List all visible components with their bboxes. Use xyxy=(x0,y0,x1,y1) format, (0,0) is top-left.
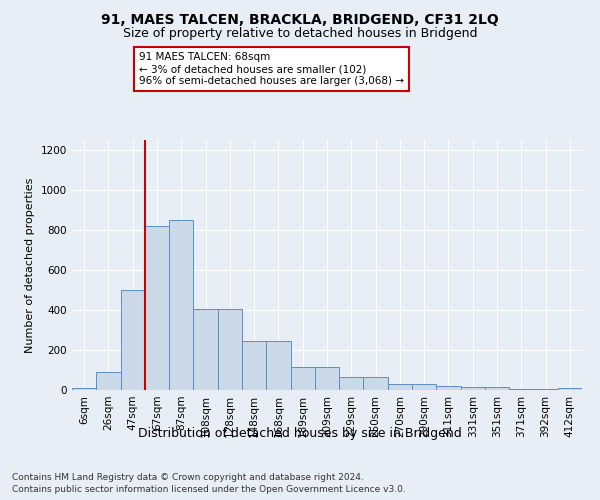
Bar xyxy=(461,387,485,390)
Bar xyxy=(121,290,145,390)
Bar xyxy=(412,384,436,390)
Bar xyxy=(436,386,461,390)
Text: 91, MAES TALCEN, BRACKLA, BRIDGEND, CF31 2LQ: 91, MAES TALCEN, BRACKLA, BRIDGEND, CF31… xyxy=(101,12,499,26)
Bar xyxy=(218,309,242,390)
Bar xyxy=(364,377,388,390)
Text: Distribution of detached houses by size in Bridgend: Distribution of detached houses by size … xyxy=(138,428,462,440)
Bar xyxy=(558,388,582,390)
Bar xyxy=(509,389,533,390)
Bar xyxy=(169,220,193,390)
Bar xyxy=(193,309,218,390)
Text: 91 MAES TALCEN: 68sqm
← 3% of detached houses are smaller (102)
96% of semi-deta: 91 MAES TALCEN: 68sqm ← 3% of detached h… xyxy=(139,52,404,86)
Bar xyxy=(315,367,339,390)
Bar xyxy=(242,341,266,390)
Text: Size of property relative to detached houses in Bridgend: Size of property relative to detached ho… xyxy=(123,28,477,40)
Bar xyxy=(72,388,96,390)
Bar xyxy=(266,341,290,390)
Text: Contains HM Land Registry data © Crown copyright and database right 2024.: Contains HM Land Registry data © Crown c… xyxy=(12,472,364,482)
Text: Contains public sector information licensed under the Open Government Licence v3: Contains public sector information licen… xyxy=(12,485,406,494)
Y-axis label: Number of detached properties: Number of detached properties xyxy=(25,178,35,352)
Bar xyxy=(290,367,315,390)
Bar xyxy=(339,377,364,390)
Bar xyxy=(485,387,509,390)
Bar xyxy=(96,372,121,390)
Bar xyxy=(533,389,558,390)
Bar xyxy=(145,226,169,390)
Bar xyxy=(388,384,412,390)
